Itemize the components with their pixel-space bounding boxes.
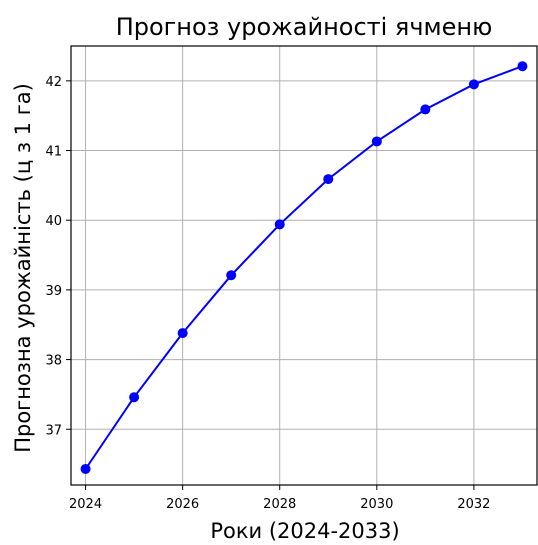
- x-tick-label: 2024: [69, 497, 102, 512]
- x-tick-label: 2028: [263, 497, 296, 512]
- data-point: [371, 136, 382, 147]
- data-point: [177, 328, 188, 339]
- y-axis-label: Прогнозна урожайність (ц з 1 га): [11, 83, 35, 453]
- y-tick-label: 37: [45, 423, 62, 438]
- x-axis-ticks: 2024 2026 2028 2030 2032: [69, 485, 490, 512]
- x-tick-label: 2026: [166, 497, 199, 512]
- y-tick-label: 38: [45, 354, 62, 369]
- data-point: [226, 270, 237, 281]
- grid: [71, 46, 537, 485]
- data-point: [420, 104, 431, 115]
- x-tick-label: 2030: [360, 497, 393, 512]
- series-line-layer: [84, 65, 523, 470]
- plot-frame: [70, 45, 538, 486]
- y-tick-label: 40: [45, 214, 62, 229]
- y-axis-ticks: 37 38 39 40 41 42: [45, 75, 71, 438]
- series-line: [84, 65, 523, 470]
- chart-title: Прогноз урожайності ячменю: [116, 13, 493, 41]
- y-tick-label: 41: [45, 145, 62, 160]
- y-tick-label: 42: [45, 75, 62, 90]
- x-tick-label: 2032: [457, 497, 490, 512]
- data-point: [468, 79, 479, 90]
- data-point: [323, 174, 334, 185]
- data-point: [274, 219, 285, 230]
- data-point: [517, 61, 528, 72]
- data-points: [80, 61, 528, 474]
- data-point: [129, 392, 140, 403]
- data-point: [80, 463, 91, 474]
- y-tick-label: 39: [45, 284, 62, 299]
- x-axis-label: Роки (2024-2033): [210, 519, 399, 543]
